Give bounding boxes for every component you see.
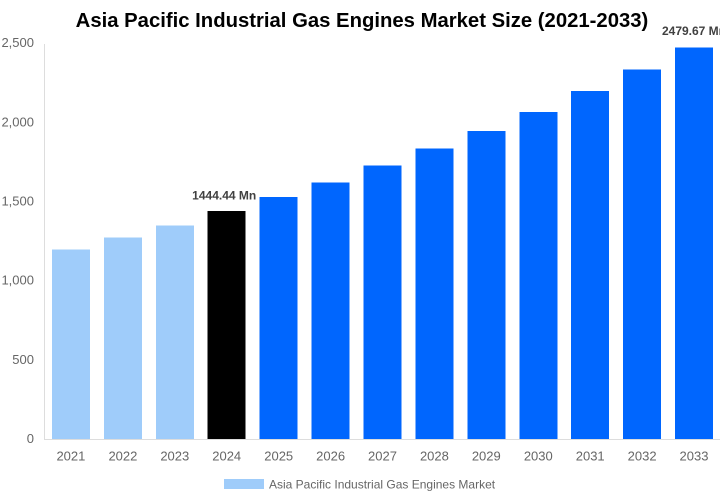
- svg-text:2021: 2021: [56, 449, 85, 464]
- svg-text:2026: 2026: [316, 449, 345, 464]
- svg-text:2030: 2030: [524, 449, 553, 464]
- svg-text:2,000: 2,000: [1, 114, 34, 129]
- svg-text:1,000: 1,000: [1, 273, 34, 288]
- svg-text:2025: 2025: [264, 449, 293, 464]
- svg-text:Asia Pacific Industrial Gas En: Asia Pacific Industrial Gas Engines Mark…: [76, 10, 649, 32]
- svg-text:2479.67 Mn: 2479.67 Mn: [662, 24, 720, 38]
- svg-text:2027: 2027: [368, 449, 397, 464]
- svg-text:0: 0: [27, 431, 34, 446]
- svg-text:2033: 2033: [680, 449, 709, 464]
- svg-text:1,500: 1,500: [1, 194, 34, 209]
- svg-text:500: 500: [12, 352, 34, 367]
- svg-text:2032: 2032: [628, 449, 657, 464]
- svg-text:2029: 2029: [472, 449, 501, 464]
- svg-text:Asia Pacific Industrial Gas En: Asia Pacific Industrial Gas Engines Mark…: [269, 477, 496, 491]
- svg-text:2031: 2031: [576, 449, 605, 464]
- svg-text:2024: 2024: [212, 449, 241, 464]
- svg-text:2,500: 2,500: [1, 35, 34, 50]
- svg-text:1444.44 Mn: 1444.44 Mn: [192, 188, 256, 202]
- svg-text:2022: 2022: [108, 449, 137, 464]
- svg-text:2023: 2023: [160, 449, 189, 464]
- svg-text:2028: 2028: [420, 449, 449, 464]
